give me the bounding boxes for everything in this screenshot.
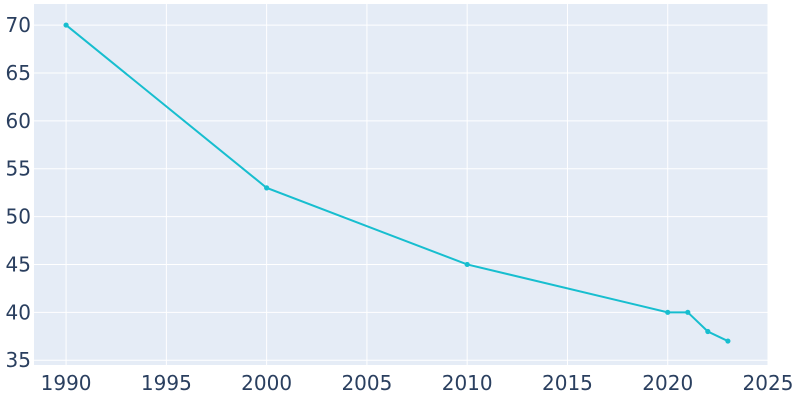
x-tick-label: 2025: [743, 371, 794, 395]
y-axis-tick-labels: 35 40 45 50 55 60 65 70: [6, 13, 31, 372]
y-tick-label: 50: [6, 205, 31, 229]
x-tick-label: 2020: [642, 371, 693, 395]
y-tick-label: 45: [6, 252, 31, 276]
y-tick-label: 65: [6, 61, 31, 85]
x-tick-label: 1990: [41, 371, 92, 395]
data-point: [464, 261, 470, 268]
x-tick-label: 1995: [141, 371, 192, 395]
data-point: [705, 328, 711, 335]
x-tick-label: 2010: [442, 371, 493, 395]
x-tick-label: 2000: [241, 371, 292, 395]
series-group: [63, 22, 731, 344]
x-tick-label: 2005: [341, 371, 392, 395]
plot-background: [34, 4, 768, 365]
data-point: [725, 338, 731, 344]
y-tick-label: 35: [6, 348, 31, 372]
data-point: [665, 309, 671, 315]
data-point: [264, 185, 270, 191]
y-tick-label: 55: [6, 157, 31, 181]
y-tick-label: 40: [6, 300, 31, 324]
y-tick-label: 60: [6, 109, 31, 133]
data-point: [685, 309, 691, 315]
x-axis-tick-labels: 1990 1995 2000 2005 2010 2015 2020 2025: [41, 371, 794, 395]
y-gridlines: [34, 24, 768, 361]
x-gridlines: [65, 4, 769, 365]
y-tick-label: 70: [6, 13, 31, 37]
x-tick-label: 2015: [542, 371, 593, 395]
data-point: [63, 22, 69, 28]
